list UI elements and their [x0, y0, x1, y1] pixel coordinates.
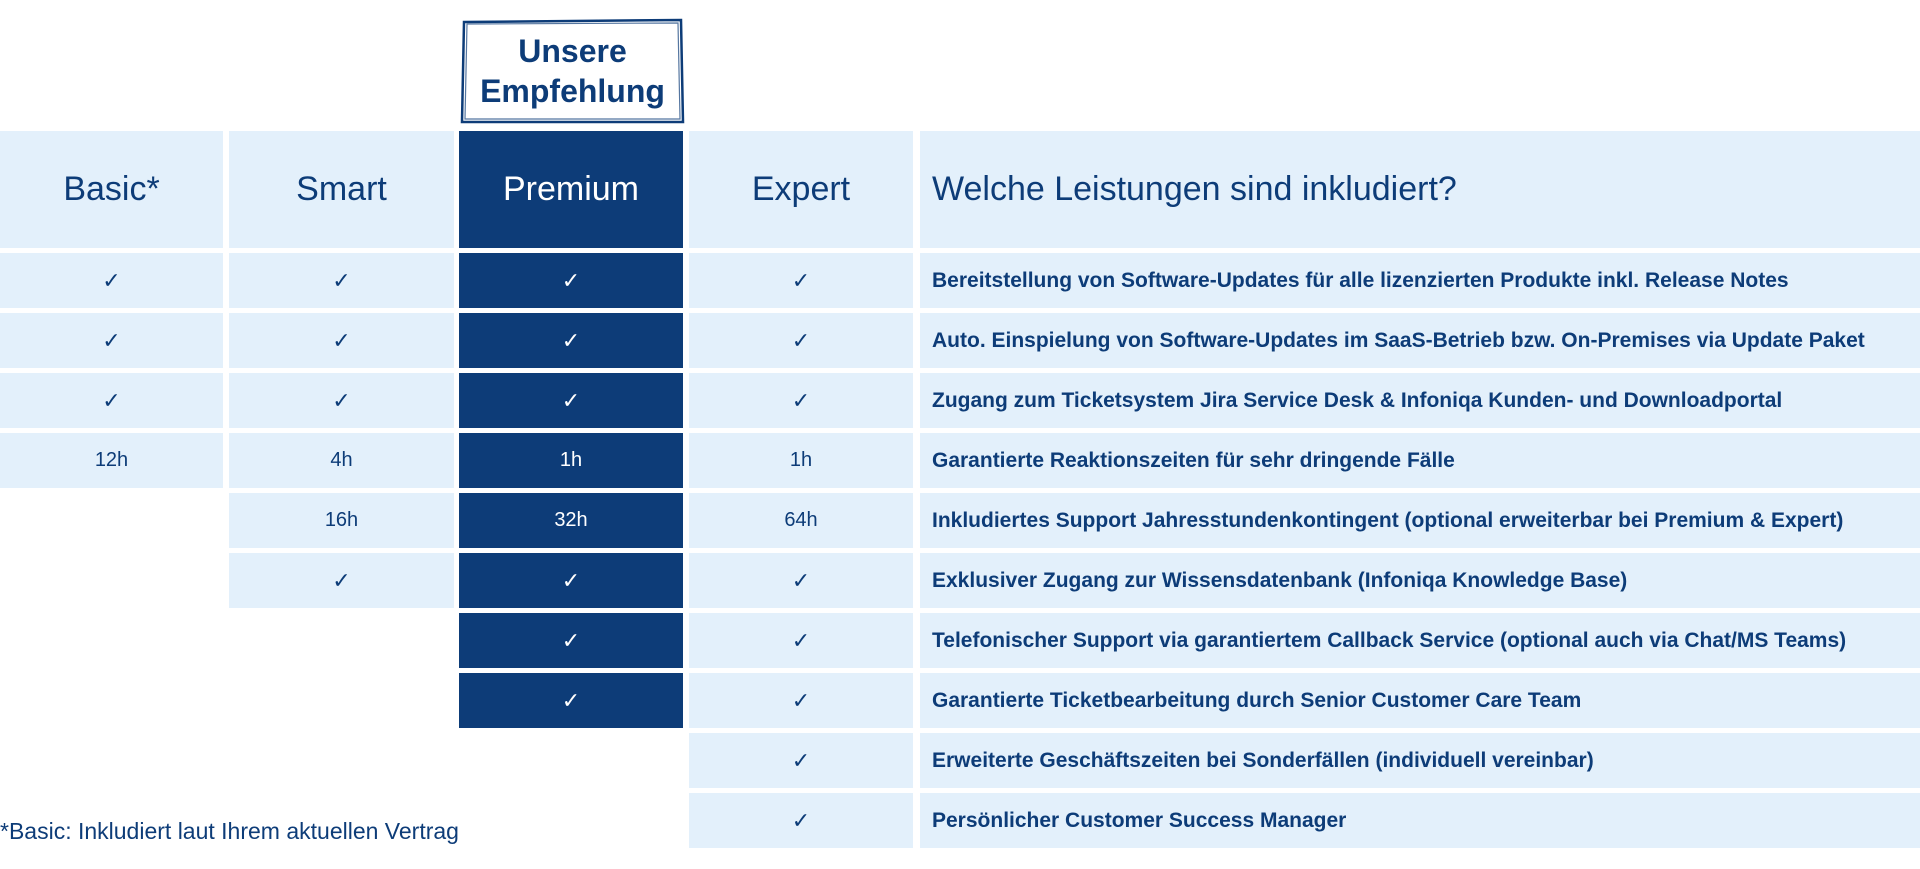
check-icon-premium: ✓	[459, 613, 683, 668]
value-premium: 32h	[459, 493, 683, 548]
check-icon-premium: ✓	[459, 673, 683, 728]
recommendation-badge: Unsere Empfehlung	[460, 18, 685, 124]
feature-description: Inkludiertes Support Jahresstundenkontin…	[920, 493, 1920, 548]
check-icon-basic: ✓	[0, 253, 223, 308]
plan-header-smart: Smart	[229, 131, 454, 248]
recommendation-line1: Unsere	[518, 33, 627, 69]
footnote: *Basic: Inkludiert laut Ihrem aktuellen …	[0, 818, 459, 844]
hand-drawn-frame-icon	[460, 18, 685, 124]
feature-description: Erweiterte Geschäftszeiten bei Sonderfäl…	[920, 733, 1920, 788]
feature-description: Persönlicher Customer Success Manager	[920, 793, 1920, 848]
value-premium: 1h	[459, 433, 683, 488]
feature-description: Telefonischer Support via garantiertem C…	[920, 613, 1920, 668]
check-icon-smart: ✓	[229, 253, 454, 308]
check-icon-premium: ✓	[459, 373, 683, 428]
check-icon-expert: ✓	[689, 373, 913, 428]
features-header: Welche Leistungen sind inkludiert?	[920, 131, 1920, 248]
check-icon-expert: ✓	[689, 793, 913, 848]
value-basic: 12h	[0, 433, 223, 488]
check-icon-basic: ✓	[0, 313, 223, 368]
check-icon-basic: ✓	[0, 373, 223, 428]
check-icon-expert: ✓	[689, 613, 913, 668]
feature-description: Zugang zum Ticketsystem Jira Service Des…	[920, 373, 1920, 428]
check-icon-expert: ✓	[689, 313, 913, 368]
check-icon-smart: ✓	[229, 373, 454, 428]
check-icon-expert: ✓	[689, 733, 913, 788]
feature-description: Exklusiver Zugang zur Wissensdatenbank (…	[920, 553, 1920, 608]
feature-description: Auto. Einspielung von Software-Updates i…	[920, 313, 1920, 368]
check-icon-expert: ✓	[689, 253, 913, 308]
plan-header-premium: Premium	[459, 131, 683, 248]
check-icon-smart: ✓	[229, 553, 454, 608]
recommendation-line2: Empfehlung	[480, 73, 665, 109]
check-icon-premium: ✓	[459, 553, 683, 608]
check-icon-premium: ✓	[459, 253, 683, 308]
check-icon-expert: ✓	[689, 553, 913, 608]
value-smart: 4h	[229, 433, 454, 488]
value-smart: 16h	[229, 493, 454, 548]
check-icon-premium: ✓	[459, 313, 683, 368]
feature-description: Garantierte Ticketbearbeitung durch Seni…	[920, 673, 1920, 728]
value-expert: 1h	[689, 433, 913, 488]
plan-header-basic: Basic*	[0, 131, 223, 248]
check-icon-expert: ✓	[689, 673, 913, 728]
feature-description: Bereitstellung von Software-Updates für …	[920, 253, 1920, 308]
plan-header-expert: Expert	[689, 131, 913, 248]
value-expert: 64h	[689, 493, 913, 548]
feature-description: Garantierte Reaktionszeiten für sehr dri…	[920, 433, 1920, 488]
check-icon-smart: ✓	[229, 313, 454, 368]
